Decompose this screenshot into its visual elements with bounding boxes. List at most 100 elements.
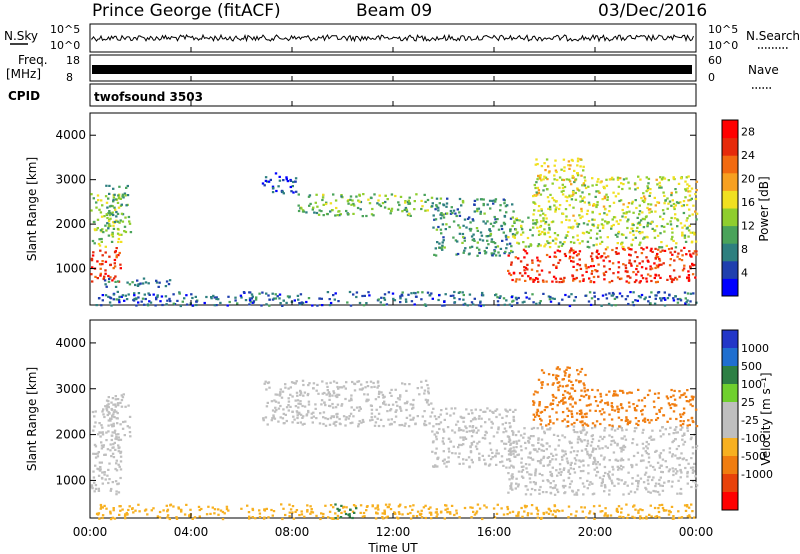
velocity-cell [506,508,510,511]
velocity-cell [563,396,567,399]
velocity-cell [115,437,118,441]
power-cell [596,226,599,229]
velocity-cell [592,447,595,450]
power-cell [608,268,611,271]
power-cell [441,223,445,226]
velocity-cell [282,507,285,510]
velocity-cell [438,427,441,431]
velocity-cell [570,446,574,449]
power-cell [647,203,650,206]
velocity-cell [525,505,528,508]
velocity-cell [637,420,640,423]
power-cell [603,274,606,277]
power-cell [565,199,569,203]
velocity-cell [579,460,583,463]
power-cell [605,184,609,187]
velocity-cell [398,424,401,427]
power-cell [688,194,692,197]
velocity-cell [262,417,265,420]
nave-tick-high: 60 [708,54,722,67]
power-cell [548,298,552,301]
power-cell [691,273,695,276]
velocity-cell [583,390,587,393]
power-cell [178,292,181,295]
velocity-cell [617,408,621,411]
velocity-cell [655,412,658,415]
velocity-cell [586,389,589,392]
velocity-cell [432,440,435,443]
power-cell [415,193,418,196]
power-cell [101,263,104,266]
velocity-cell [336,385,339,389]
velocity-cell [659,464,662,467]
velocity-cell [324,424,328,427]
power-cell [592,224,596,228]
velocity-cell [581,424,584,427]
velocity-cell [90,484,94,487]
power-cell [563,252,567,256]
velocity-cell [462,438,465,441]
velocity-cell [573,471,577,474]
power-cell [571,227,574,230]
velocity-cell [511,450,514,453]
power-cell [635,267,638,271]
power-cell [563,166,566,169]
power-cell [555,206,558,209]
power-cell [564,293,567,297]
velocity-cell [119,509,122,512]
velocity-cell [648,389,651,392]
velocity-cell [540,443,543,446]
power-cell [479,212,482,215]
power-cell [476,229,479,232]
velocity-cell [399,407,402,410]
velocity-cell [640,410,643,413]
velocity-cell [689,466,693,469]
power-cell [530,268,534,271]
power-cell [100,240,103,243]
velocity-cell [579,380,582,383]
velocity-cell [445,412,449,415]
power-cell [672,239,675,242]
velocity-cell [240,507,243,510]
velocity-cell [282,408,285,411]
velocity-cell [655,515,659,518]
velocity-cell [646,393,650,397]
velocity-cell [348,515,351,518]
velocity-cell [98,461,102,464]
velocity-cell [408,383,411,386]
velocity-cell [586,424,590,427]
power-cell [689,254,692,257]
velocity-cell [545,511,548,514]
power-cell [497,228,501,231]
power-cell [548,255,552,258]
velocity-cell [296,414,299,417]
power-cell [646,187,650,190]
velocity-cell [207,505,210,508]
velocity-cell [601,478,604,481]
velocity-cell [626,392,629,395]
velocity-cell [447,460,450,463]
power-cell [373,193,376,196]
velocity-cell [345,416,348,419]
velocity-cell [388,391,392,394]
velocity-cell [369,404,373,407]
velocity-cell [421,415,424,418]
velocity-cell [415,515,419,518]
velocity-cell [548,428,551,431]
velocity-cell [668,447,672,450]
power-cell [588,291,592,294]
power-cell [622,263,625,266]
power-cell [106,216,109,220]
velocity-cell [566,462,570,465]
power-cell [370,213,374,216]
power-cell [487,243,490,246]
power-cell [664,298,667,301]
power-cell [512,271,516,274]
velocity-cell [631,482,634,485]
power-cell [684,297,687,300]
velocity-cell [409,418,412,421]
power-cell [654,281,658,284]
power-cell [565,234,568,237]
power-cell [195,300,198,303]
velocity-cell [311,421,314,424]
